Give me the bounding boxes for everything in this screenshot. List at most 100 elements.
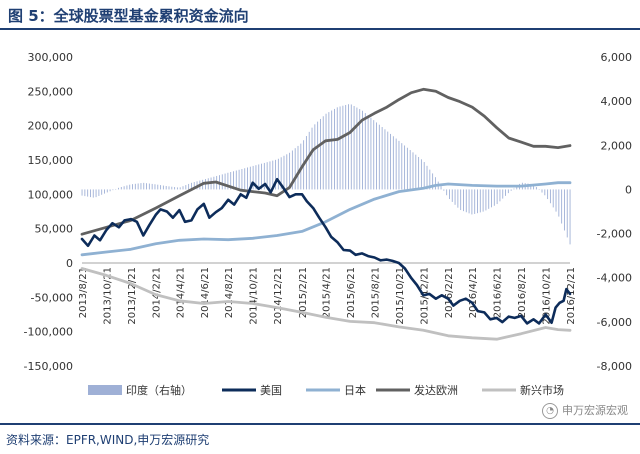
bar [359,109,361,190]
chart-title-bar: 图 5：全球股票型基金累积资金流向 [0,0,640,30]
bar [269,161,271,190]
bar [479,189,481,213]
bar [289,152,291,190]
bar [252,165,254,190]
y-tick-label-right: -6,000 [597,316,632,329]
bar [477,189,478,214]
x-tick-label: 2015/2/21 [298,267,309,318]
bar [162,185,164,190]
bar [120,187,122,190]
bar [154,184,156,190]
bar [404,145,406,190]
bar [440,186,442,190]
india-bars [81,104,571,264]
bar [171,186,173,190]
y-tick-label-left: 300,000 [28,51,74,64]
bar [109,189,111,192]
bar [118,187,119,190]
bar [558,189,560,217]
bar [286,154,288,190]
bar [230,172,232,190]
x-tick-label: 2016/10/21 [542,267,553,325]
bar [319,118,321,190]
x-tick-label: 2015/10/21 [395,267,406,325]
y-tick-label-right: 2,000 [601,139,633,152]
y-tick-label-right: -2,000 [597,228,632,241]
bar [460,189,462,211]
bar [406,147,408,190]
bar [373,120,375,190]
bar [263,162,265,190]
bar [112,189,114,191]
chart-area: -150,000 -100,000 -50,000 0 50,000 100,000 150… [24,51,633,397]
bar [395,138,397,190]
y-tick-label-left: 200,000 [28,120,74,133]
bar [367,115,369,190]
bar [176,187,178,190]
bar [547,189,549,200]
bar [463,189,464,212]
bar [185,185,187,190]
bar [505,189,506,196]
bar [555,189,557,212]
x-tick-label: 2015/8/21 [370,267,381,318]
series-us-line [80,177,572,325]
bar [390,133,392,190]
bar [336,107,338,190]
bar [95,189,97,198]
bar [350,104,352,190]
y-tick-label-left: -100,000 [24,326,73,339]
bar [362,110,363,190]
bar [146,183,148,190]
bar [418,156,420,190]
bar [538,189,540,190]
bar [482,189,484,212]
bar [434,177,436,190]
x-tick-label: 2013/8/21 [78,267,89,318]
bar [140,183,142,190]
bar [115,188,117,190]
bar [345,104,347,190]
bar [294,148,296,190]
bar [370,117,372,190]
bar [235,170,237,190]
bar [311,127,313,190]
bar [244,168,246,190]
bar [549,189,551,204]
x-tick-label: 2016/4/21 [468,267,479,318]
bar [179,187,181,190]
bar [446,189,448,196]
bar [317,121,319,190]
bar [468,189,470,214]
y-tick-label-right: 6,000 [601,51,633,64]
bar [381,127,383,190]
bar [283,155,285,190]
y-tick-label-left: 100,000 [28,188,74,201]
legend-swatch [88,385,122,395]
legend-label: 发达欧洲 [414,383,458,397]
bar [258,164,260,190]
bar [507,189,509,194]
x-tick-label: 2015/4/21 [322,267,333,318]
bar [325,113,327,190]
bar [566,189,568,238]
bar [174,187,176,190]
legend: 印度（右轴） 美国 日本 发达欧洲 新兴市场 [88,383,564,397]
bar [87,189,89,197]
bar [255,165,257,190]
source-note: 资料来源：EPFR,WIND,申万宏源研究 [6,433,210,447]
bar [356,107,358,190]
bar [227,172,229,190]
bar [569,189,571,245]
bar [261,163,262,190]
bar [84,189,86,197]
legend-label: 美国 [260,384,282,397]
bar [160,185,162,190]
bar [429,169,431,190]
wechat-icon: ◔ [542,403,558,419]
series-lines [80,87,572,341]
bar [241,169,243,190]
bar [98,189,100,196]
y-tick-label-left: -50,000 [31,291,73,304]
bar [541,189,543,193]
